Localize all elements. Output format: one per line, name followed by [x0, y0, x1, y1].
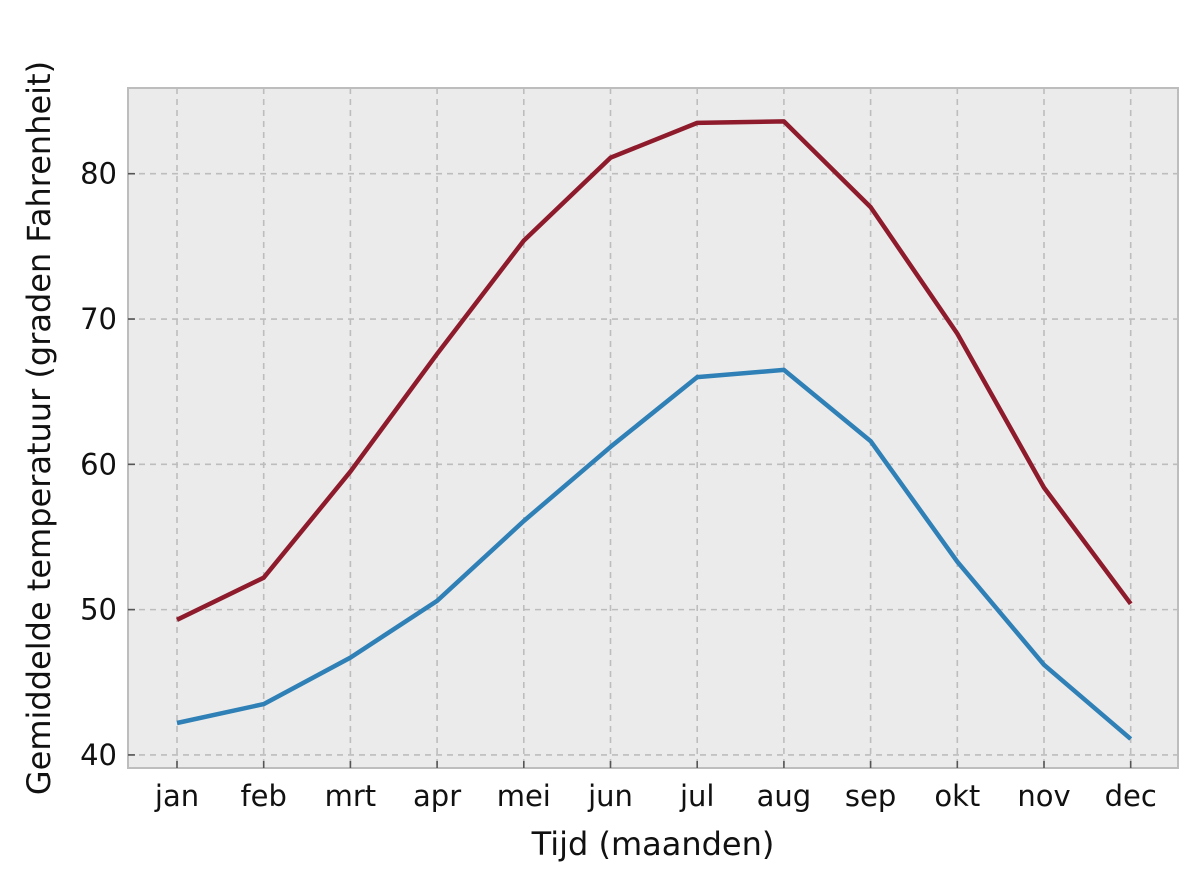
x-tick-label: feb [240, 779, 286, 813]
grid [128, 88, 1178, 768]
x-tick-label: mrt [325, 779, 377, 813]
x-tick-label: jan [154, 779, 199, 813]
plot-background [127, 87, 1179, 769]
x-tick-label: mei [497, 779, 551, 813]
x-axis: jan feb mrt apr mei jun jul aug sep okt nov dec [154, 761, 1157, 813]
x-tick-label: sep [845, 779, 896, 813]
x-tick-label: jul [679, 779, 715, 813]
x-tick-label: aug [757, 779, 812, 813]
y-axis-title: Gemiddelde temperatuur (graden Fahrenhei… [20, 61, 58, 795]
y-tick-label: 70 [80, 302, 117, 336]
y-tick-label: 80 [80, 157, 117, 191]
x-tick-label: nov [1017, 779, 1070, 813]
series-line-1 [176, 119, 1133, 622]
y-axis: 40 50 60 70 80 [80, 157, 135, 772]
series-group [176, 119, 1133, 741]
x-tick-label: okt [934, 779, 980, 813]
x-tick-label: dec [1105, 779, 1157, 813]
x-tick-label: apr [413, 779, 461, 813]
x-axis-title: Tijd (maanden) [531, 825, 775, 863]
y-tick-label: 50 [80, 593, 117, 627]
series-line-2 [176, 367, 1133, 741]
y-tick-label: 40 [80, 738, 117, 772]
x-tick-label: jun [587, 779, 633, 813]
y-tick-label: 60 [80, 447, 117, 481]
